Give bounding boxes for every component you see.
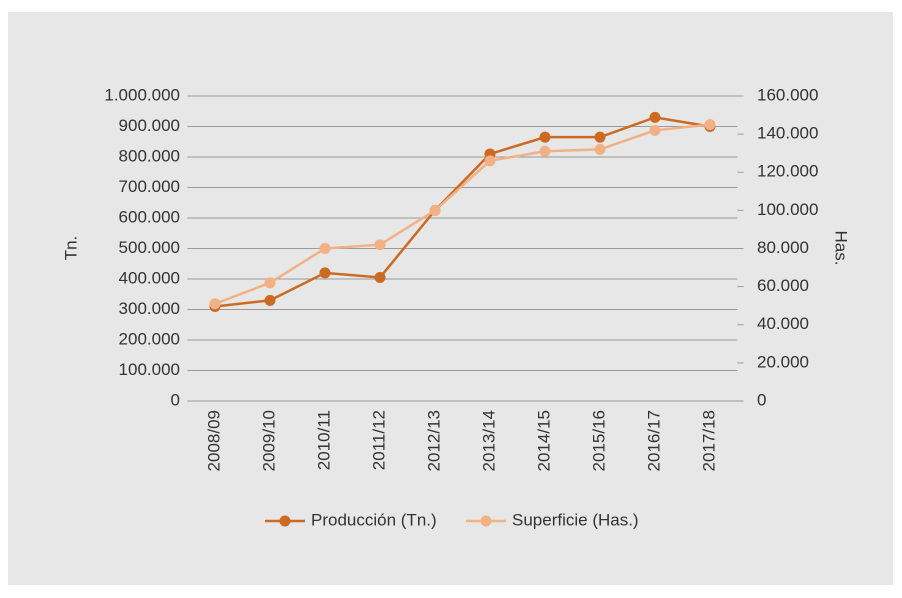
y-axis-title: Tn. [61,236,80,261]
data-point [704,119,716,131]
data-point [209,298,221,310]
data-point [264,277,276,289]
data-point [649,124,661,136]
y2-tick-label: 160.000 [757,85,818,104]
series-line [214,123,711,305]
y-tick-label: 1.000.000 [104,85,180,104]
data-point [429,204,441,216]
legend-label: Producción (Tn.) [311,510,437,529]
y2-axis-title: Has. [832,231,851,266]
x-tick-label: 2015/16 [589,410,608,471]
data-point [539,131,551,143]
x-tick-label: 2010/11 [314,410,333,470]
legend-marker [279,515,291,527]
y2-tick-label: 80.000 [757,238,809,257]
y2-tick-label: 40.000 [757,314,809,333]
series-line [214,116,711,308]
y-tick-label: 100.000 [119,360,180,379]
data-point [594,143,606,155]
y-tick-label: 400.000 [119,268,180,287]
y-tick-label: 700.000 [119,177,180,196]
y2-tick-label: 140.000 [757,124,818,143]
y-tick-label: 800.000 [119,146,180,165]
x-tick-label: 2017/18 [699,410,718,471]
x-tick-label: 2016/17 [644,410,663,471]
legend-label: Superficie (Has.) [512,510,639,529]
y2-tick-label: 20.000 [757,352,809,371]
x-tick-label: 2009/10 [259,410,278,471]
data-point [484,155,496,167]
x-tick-label: 2014/15 [534,410,553,471]
data-point [649,111,661,123]
data-point [319,243,331,254]
data-point [374,271,386,283]
x-tick-label: 2011/12 [369,410,388,470]
data-point [264,294,276,306]
data-point [539,145,551,157]
y-tick-label: 200.000 [119,329,180,348]
y-tick-label: 600.000 [119,207,180,226]
x-tick-label: 2008/09 [204,410,223,471]
y2-tick-label: 120.000 [757,162,818,181]
data-point [319,267,331,279]
x-tick-label: 2013/14 [479,410,498,471]
y-tick-label: 300.000 [119,299,180,318]
x-tick-label: 2012/13 [424,410,443,471]
y2-tick-label: 0 [757,390,766,409]
y2-tick-label: 60.000 [757,276,809,295]
y-tick-label: 900.000 [119,116,180,135]
y-tick-label: 0 [171,390,180,409]
legend-marker [480,515,492,527]
data-point [374,239,386,251]
data-point [594,131,606,143]
panel [8,12,893,585]
y-tick-label: 500.000 [119,238,180,257]
y2-tick-label: 100.000 [757,200,818,219]
